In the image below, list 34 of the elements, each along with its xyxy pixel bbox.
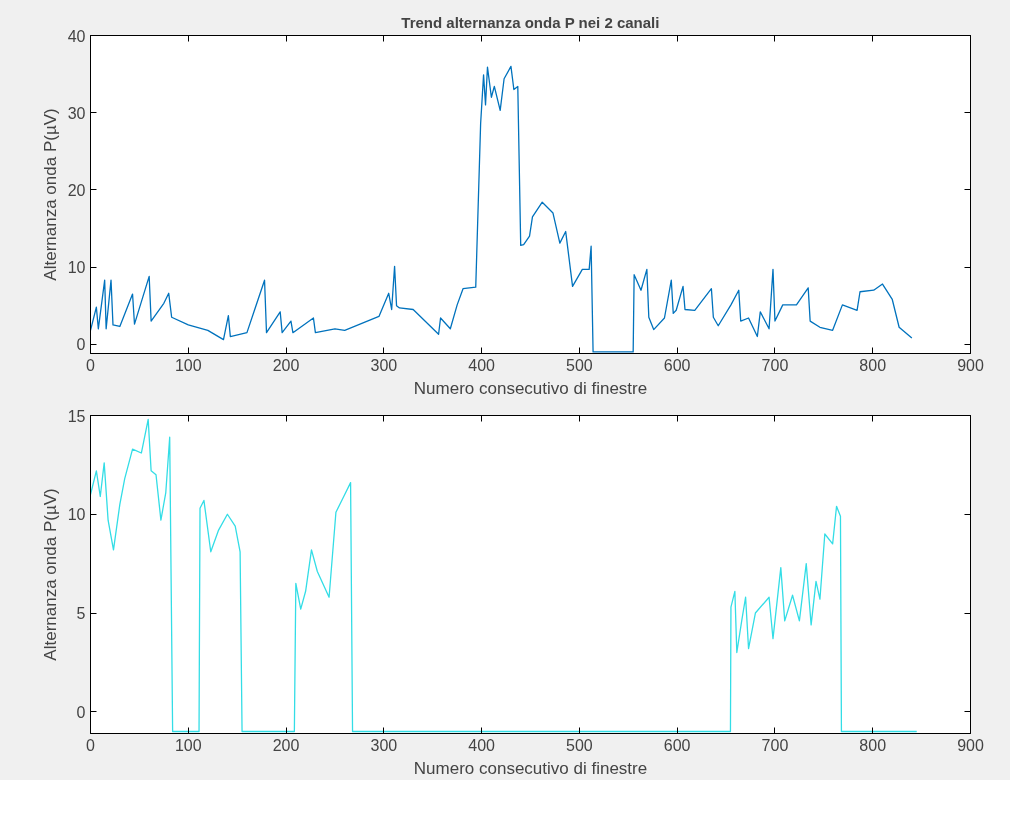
x-tick-label: 300	[370, 356, 398, 374]
y-axis-title: Alternanza onda P(µV)	[40, 488, 60, 661]
y-tick-label: 0	[76, 703, 86, 721]
y-axis-title: Alternanza onda P(µV)	[40, 108, 60, 281]
x-tick-label: 700	[761, 356, 789, 374]
x-tick-label: 100	[174, 736, 202, 754]
y-tick-label: 10	[67, 259, 86, 277]
x-axis-title: Numero consecutivo di finestre	[413, 378, 648, 398]
x-tick-label: 800	[859, 356, 887, 374]
x-tick-label: 800	[859, 736, 887, 754]
x-tick-label: 900	[957, 736, 984, 754]
x-tick-label: 500	[566, 356, 593, 374]
y-tick-label: 10	[67, 506, 86, 524]
y-tick-label: 30	[67, 104, 86, 122]
y-tick-label: 5	[76, 605, 86, 623]
x-tick-label: 200	[272, 356, 300, 374]
x-tick-label: 400	[468, 356, 496, 374]
x-tick-label: 600	[663, 736, 691, 754]
y-tick-label: 20	[67, 181, 86, 199]
x-tick-label: 200	[272, 736, 300, 754]
line-series	[90, 418, 918, 733]
line-series	[90, 65, 913, 353]
x-tick-label: 900	[957, 356, 984, 374]
x-tick-label: 100	[174, 356, 202, 374]
y-tick-label: 0	[76, 336, 86, 354]
y-tick-label: 40	[67, 27, 86, 45]
x-tick-label: 500	[566, 736, 593, 754]
x-axis-title: Numero consecutivo di finestre	[413, 758, 648, 778]
chart-title: Trend alternanza onda P nei 2 canali	[401, 13, 660, 31]
x-tick-label: 700	[761, 736, 789, 754]
x-tick-label: 300	[370, 736, 398, 754]
x-tick-label: 600	[663, 356, 691, 374]
x-tick-label: 400	[468, 736, 496, 754]
y-tick-label: 15	[67, 407, 86, 425]
